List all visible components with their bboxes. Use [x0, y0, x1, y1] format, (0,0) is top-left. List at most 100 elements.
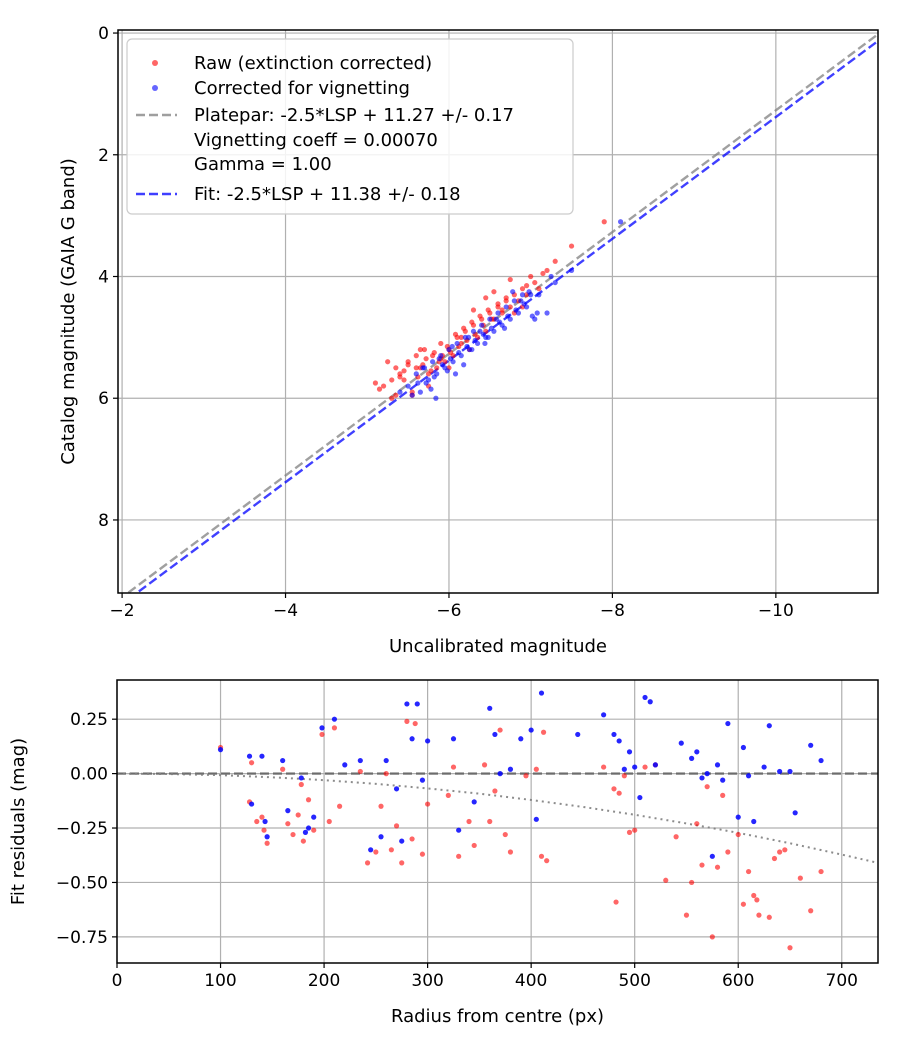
corrected-point [709, 853, 715, 859]
corrected-point [487, 316, 493, 322]
corrected-point [285, 808, 291, 814]
raw-point [613, 899, 619, 905]
corrected-point [761, 764, 767, 770]
corrected-point [616, 738, 622, 744]
corrected-point [689, 755, 695, 761]
raw-point [533, 766, 539, 772]
corrected-point [533, 816, 539, 822]
corrected-point [305, 825, 312, 831]
x-tick-label: 100 [204, 971, 236, 991]
raw-point [428, 368, 434, 374]
corrected-point [413, 371, 419, 377]
raw-point [725, 849, 731, 855]
raw-point [787, 945, 793, 951]
legend-label: Corrected for vignetting [194, 78, 410, 99]
corrected-point [397, 389, 403, 395]
raw-point [261, 827, 267, 833]
plot-frame [116, 679, 879, 964]
series-line [117, 772, 878, 864]
corrected-point [470, 328, 477, 334]
raw-point [376, 386, 383, 392]
corrected-point [501, 325, 508, 331]
raw-point [507, 849, 514, 855]
raw-point [611, 786, 617, 792]
corrected-point [552, 279, 558, 286]
corrected-point [487, 705, 493, 711]
corrected-point [405, 383, 411, 389]
raw-point [699, 862, 705, 868]
corrected-point [302, 829, 309, 835]
raw-point [538, 853, 545, 859]
corrected-point [519, 292, 526, 298]
raw-point [642, 764, 648, 770]
corrected-point [357, 757, 363, 764]
corrected-point [526, 289, 532, 295]
corrected-point [477, 328, 483, 334]
corrected-point [493, 316, 499, 322]
corrected-point [446, 346, 452, 353]
corrected-point [518, 298, 524, 304]
raw-point [740, 901, 747, 907]
raw-point [601, 219, 607, 225]
raw-point [248, 760, 255, 766]
corrected-point [818, 757, 824, 764]
y-tick-label: 6 [98, 389, 109, 409]
corrected-point [456, 349, 462, 356]
corrected-point [529, 313, 535, 319]
x-tick-label: 0 [112, 971, 123, 991]
corrected-point [720, 777, 726, 783]
corrected-point [431, 374, 437, 380]
corrected-point [409, 392, 415, 398]
corrected-point [735, 814, 741, 820]
raw-point [389, 377, 395, 383]
y-axis-label: Catalog magnitude (GAIA G band) [58, 158, 79, 465]
corrected-point [469, 346, 475, 353]
legend-label: Platepar: -2.5*LSP + 11.27 +/- 0.17 [194, 105, 514, 126]
corrected-point [699, 775, 705, 781]
corrected-point [423, 380, 429, 386]
raw-point [378, 803, 384, 809]
raw-point [528, 273, 534, 280]
corrected-point [414, 701, 420, 707]
raw-point [380, 383, 387, 389]
raw-point [417, 346, 423, 353]
raw-point [818, 868, 824, 875]
raw-point [319, 731, 325, 738]
x-tick-label: −6 [436, 601, 461, 621]
corrected-point [507, 766, 514, 772]
corrected-point [617, 219, 624, 225]
raw-point [709, 934, 715, 940]
x-tick-label: 600 [722, 971, 754, 991]
corrected-point [647, 699, 653, 705]
raw-point [311, 827, 317, 833]
corrected-point [259, 753, 265, 759]
corrected-point [311, 814, 317, 820]
raw-point [264, 840, 270, 846]
legend-marker [152, 85, 158, 91]
corrected-point [280, 757, 286, 764]
raw-point [469, 319, 475, 325]
corrected-point [777, 768, 783, 775]
corrected-point [642, 694, 648, 701]
corrected-point [298, 775, 304, 781]
corrected-point [513, 307, 519, 313]
corrected-point [575, 731, 581, 738]
corrected-point [217, 747, 224, 753]
y-tick-label: 8 [98, 511, 109, 531]
corrected-point [503, 304, 509, 310]
raw-point [499, 307, 505, 313]
corrected-point [471, 799, 477, 805]
raw-point [626, 829, 633, 835]
raw-point [372, 380, 379, 386]
raw-point [401, 368, 407, 374]
x-tick-label: 300 [411, 971, 443, 991]
corrected-point [492, 731, 498, 738]
corrected-point [415, 380, 421, 386]
raw-point [756, 912, 762, 918]
raw-point [295, 812, 301, 818]
corrected-point [479, 322, 485, 328]
corrected-point [448, 356, 454, 362]
corrected-point [497, 771, 503, 777]
corrected-point [461, 362, 467, 368]
raw-point [393, 365, 399, 371]
